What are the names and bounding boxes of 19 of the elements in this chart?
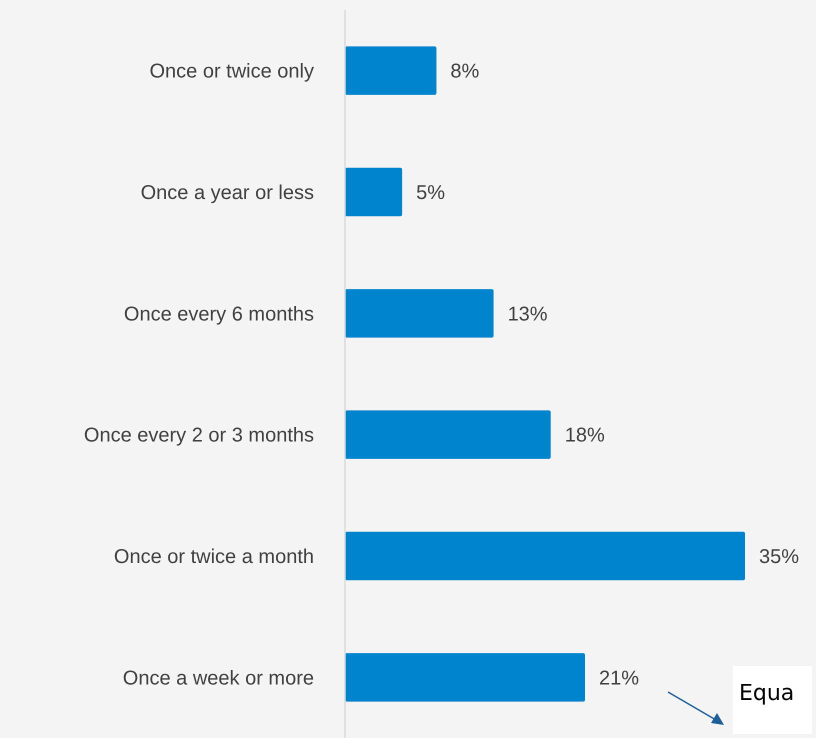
bar — [345, 46, 436, 95]
y-tick-label: Once every 6 months — [124, 303, 314, 326]
y-tick-label: Once a year or less — [140, 182, 314, 204]
bar — [345, 168, 402, 216]
data-label: 8% — [450, 60, 480, 83]
data-label: 5% — [416, 182, 446, 204]
data-label: 35% — [759, 546, 800, 568]
bar — [345, 532, 745, 580]
y-tick-label: Once every 2 or 3 months — [84, 424, 314, 447]
data-label: 13% — [508, 303, 548, 326]
bar — [345, 289, 494, 338]
y-tick-label: Once or twice only — [149, 60, 314, 83]
bar — [345, 410, 551, 459]
y-tick-label: Once a week or more — [122, 667, 314, 690]
y-tick-label: Once or twice a month — [114, 546, 314, 568]
data-label: 21% — [599, 667, 640, 690]
data-label: 18% — [564, 424, 605, 447]
annotation: Equa — [739, 681, 794, 706]
bar — [345, 653, 585, 702]
